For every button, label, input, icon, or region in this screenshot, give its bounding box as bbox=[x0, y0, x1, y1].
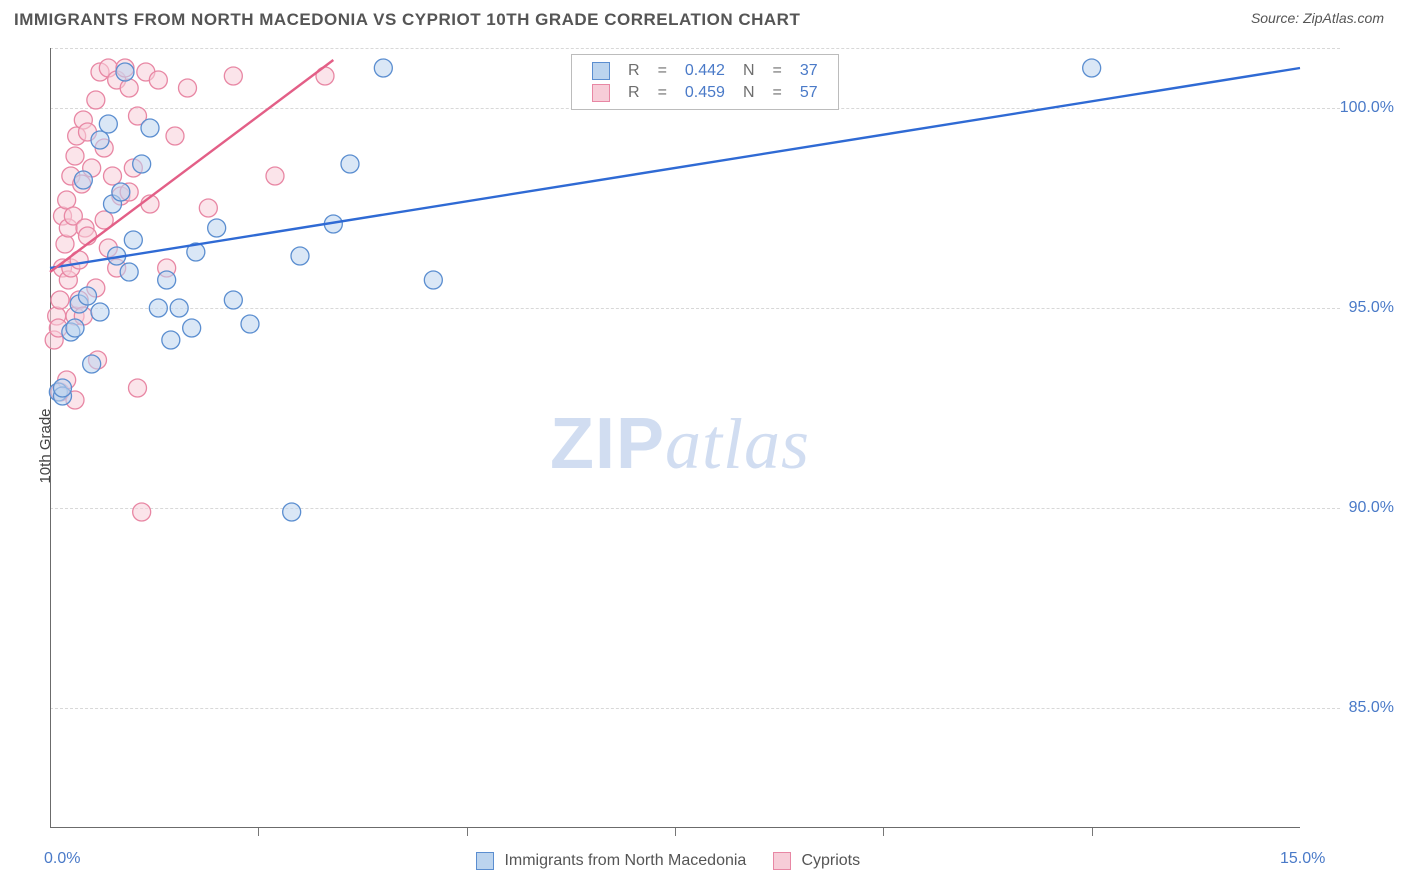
r-value-series-2: 0.459 bbox=[677, 83, 733, 103]
scatter-point bbox=[104, 167, 122, 185]
x-tick-label: 15.0% bbox=[1280, 850, 1325, 868]
scatter-point bbox=[51, 291, 69, 309]
swatch-series-2 bbox=[592, 84, 610, 102]
chart-title: IMMIGRANTS FROM NORTH MACEDONIA VS CYPRI… bbox=[14, 10, 800, 29]
scatter-point bbox=[58, 191, 76, 209]
source-label: Source: bbox=[1251, 10, 1299, 26]
scatter-point bbox=[166, 127, 184, 145]
scatter-point bbox=[91, 303, 109, 321]
scatter-point bbox=[87, 91, 105, 109]
legend-swatch-1 bbox=[476, 852, 494, 870]
legend-swatch-2 bbox=[773, 852, 791, 870]
scatter-point bbox=[283, 503, 301, 521]
n-label: N bbox=[735, 61, 763, 81]
y-tick: 85.0% bbox=[1349, 699, 1394, 717]
eq-label: = bbox=[650, 61, 675, 81]
series-legend: Immigrants from North Macedonia Cypriots bbox=[476, 852, 860, 870]
eq-label-2: = bbox=[765, 61, 790, 81]
scatter-point bbox=[79, 287, 97, 305]
scatter-point bbox=[120, 263, 138, 281]
scatter-point bbox=[424, 271, 442, 289]
scatter-point bbox=[79, 227, 97, 245]
scatter-point bbox=[199, 199, 217, 217]
scatter-point bbox=[66, 147, 84, 165]
r-value-series-1: 0.442 bbox=[677, 61, 733, 81]
scatter-point bbox=[74, 171, 92, 189]
chart-header: IMMIGRANTS FROM NORTH MACEDONIA VS CYPRI… bbox=[14, 10, 1392, 40]
scatter-point bbox=[99, 115, 117, 133]
legend-label-2: Cypriots bbox=[801, 852, 860, 869]
scatter-point bbox=[56, 235, 74, 253]
scatter-point bbox=[83, 355, 101, 373]
scatter-point bbox=[133, 155, 151, 173]
scatter-point bbox=[124, 231, 142, 249]
scatter-point bbox=[179, 79, 197, 97]
scatter-point bbox=[341, 155, 359, 173]
x-tick-mark bbox=[675, 828, 676, 836]
legend-label-1: Immigrants from North Macedonia bbox=[504, 852, 746, 869]
scatter-point bbox=[241, 315, 259, 333]
scatter-point bbox=[120, 79, 138, 97]
swatch-series-1 bbox=[592, 62, 610, 80]
scatter-point bbox=[133, 503, 151, 521]
x-tick-mark bbox=[467, 828, 468, 836]
y-tick: 100.0% bbox=[1340, 99, 1394, 117]
x-tick-mark bbox=[883, 828, 884, 836]
scatter-point bbox=[170, 299, 188, 317]
scatter-point bbox=[129, 379, 147, 397]
x-tick-mark bbox=[258, 828, 259, 836]
scatter-point bbox=[183, 319, 201, 337]
scatter-point bbox=[266, 167, 284, 185]
scatter-point bbox=[1083, 59, 1101, 77]
scatter-point bbox=[66, 319, 84, 337]
scatter-point bbox=[91, 131, 109, 149]
scatter-point bbox=[162, 331, 180, 349]
source-attribution: Source: ZipAtlas.com bbox=[1251, 10, 1384, 26]
stats-row-series-2: R = 0.459 N = 57 bbox=[584, 83, 826, 103]
scatter-svg bbox=[50, 48, 1300, 828]
r-label: R bbox=[620, 61, 648, 81]
scatter-point bbox=[112, 183, 130, 201]
y-tick: 95.0% bbox=[1349, 299, 1394, 317]
n-value-series-2: 57 bbox=[792, 83, 826, 103]
scatter-point bbox=[158, 271, 176, 289]
stats-row-series-1: R = 0.442 N = 37 bbox=[584, 61, 826, 81]
scatter-point bbox=[374, 59, 392, 77]
x-tick-mark bbox=[1092, 828, 1093, 836]
x-tick-label: 0.0% bbox=[44, 850, 80, 868]
scatter-point bbox=[224, 291, 242, 309]
y-tick: 90.0% bbox=[1349, 499, 1394, 517]
scatter-point bbox=[141, 119, 159, 137]
scatter-point bbox=[208, 219, 226, 237]
n-value-series-1: 37 bbox=[792, 61, 826, 81]
stats-legend: R = 0.442 N = 37 R = 0.459 N = 57 bbox=[571, 54, 839, 110]
scatter-point bbox=[54, 379, 72, 397]
scatter-point bbox=[149, 299, 167, 317]
scatter-point bbox=[116, 63, 134, 81]
scatter-point bbox=[224, 67, 242, 85]
scatter-point bbox=[291, 247, 309, 265]
source-value: ZipAtlas.com bbox=[1303, 10, 1384, 26]
scatter-point bbox=[149, 71, 167, 89]
